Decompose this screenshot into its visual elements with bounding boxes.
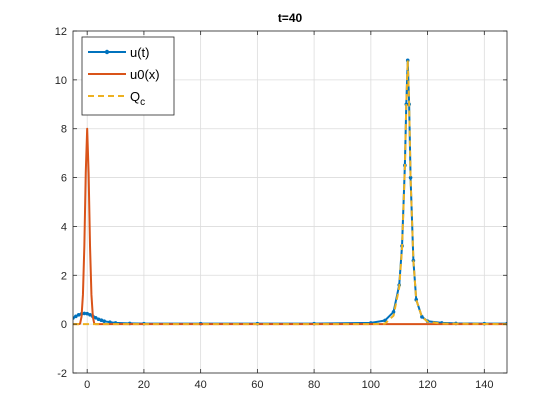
legend-marker-u-t <box>104 49 110 55</box>
legend-item-u-t: u(t) <box>88 45 150 60</box>
x-tick-label: 80 <box>308 379 320 391</box>
legend-item-u0-x: u0(x) <box>88 67 160 82</box>
series-layer <box>73 58 507 326</box>
series-point-0 <box>76 313 81 317</box>
legend: u(t) u0(x) Qc <box>81 36 175 116</box>
x-tick-label: 0 <box>84 379 90 391</box>
y-tick-label: 6 <box>61 173 67 185</box>
series-point-0 <box>74 314 78 319</box>
series-line-2 <box>73 59 507 326</box>
series-point-0 <box>99 318 104 323</box>
series-point-0 <box>88 313 92 317</box>
x-tick-label: 60 <box>251 379 263 391</box>
y-tick-label: 10 <box>55 75 67 87</box>
legend-label-q-c: Qc <box>130 89 145 108</box>
series-point-0 <box>102 319 107 324</box>
series-point-0 <box>408 175 413 180</box>
y-tick-label: 4 <box>61 221 67 233</box>
chart-title: t=40 <box>278 11 303 25</box>
legend-label-u-t: u(t) <box>130 45 150 60</box>
legend-label-q: Q <box>130 89 140 104</box>
x-tick-label: 140 <box>475 379 493 391</box>
series-point-0 <box>391 310 396 314</box>
x-tick-label: 100 <box>362 379 380 391</box>
y-tick-label: 2 <box>61 270 67 282</box>
x-tick-label: 120 <box>418 379 436 391</box>
series-point-0 <box>383 318 387 323</box>
series-point-0 <box>420 315 424 319</box>
legend-item-q-c: Qc <box>88 89 145 108</box>
axes-box <box>72 30 508 374</box>
y-tick-label: 8 <box>61 124 67 136</box>
series-point-0 <box>82 311 87 316</box>
series-point-0 <box>108 320 112 324</box>
y-tick-label: -2 <box>57 368 67 380</box>
x-tick-label: 20 <box>138 379 150 391</box>
ticks: 0 20 40 60 80 100 120 140 -2 0 2 4 6 8 10 12 <box>55 26 507 391</box>
legend-label-q-subscript: c <box>140 97 145 108</box>
legend-box <box>81 36 175 116</box>
y-tick-label: 12 <box>55 26 67 38</box>
series-point-0 <box>85 311 89 316</box>
series-point-0 <box>96 317 101 322</box>
y-tick-label: 0 <box>61 319 67 331</box>
legend-label-u0-x: u0(x) <box>130 67 160 82</box>
x-tick-label: 40 <box>195 379 207 391</box>
series-point-0 <box>93 315 98 320</box>
